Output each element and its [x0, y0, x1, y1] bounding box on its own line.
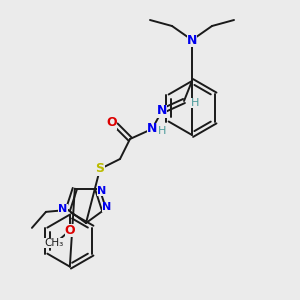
Text: N: N	[157, 104, 167, 118]
Text: S: S	[95, 163, 104, 176]
Text: O: O	[107, 116, 117, 130]
Text: CH₃: CH₃	[44, 238, 64, 248]
Text: N: N	[102, 202, 112, 212]
Text: O: O	[64, 224, 75, 237]
Text: H: H	[191, 98, 199, 108]
Text: N: N	[58, 204, 68, 214]
Text: N: N	[97, 186, 106, 196]
Text: H: H	[158, 126, 166, 136]
Text: N: N	[187, 34, 197, 46]
Text: N: N	[147, 122, 157, 136]
